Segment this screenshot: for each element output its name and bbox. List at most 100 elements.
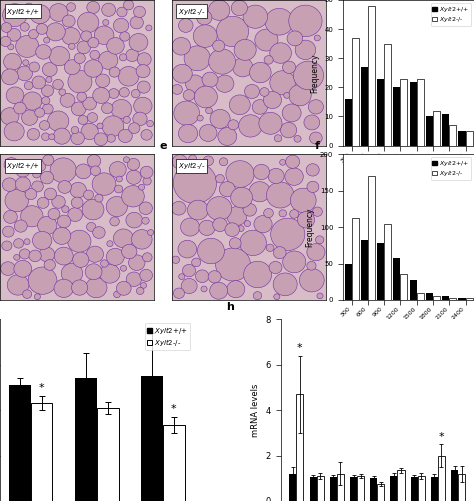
Circle shape — [198, 238, 224, 264]
Circle shape — [181, 279, 197, 294]
Circle shape — [226, 161, 254, 187]
Circle shape — [7, 29, 21, 41]
Circle shape — [281, 122, 297, 138]
Circle shape — [97, 123, 103, 129]
Circle shape — [99, 51, 118, 69]
Bar — [442, 114, 449, 146]
Bar — [384, 44, 391, 146]
Circle shape — [245, 84, 259, 99]
Circle shape — [286, 155, 300, 168]
Circle shape — [49, 134, 55, 140]
Circle shape — [260, 88, 269, 96]
Circle shape — [300, 269, 324, 292]
Circle shape — [290, 209, 299, 218]
Circle shape — [252, 100, 268, 114]
Bar — [345, 99, 352, 146]
Bar — [368, 176, 375, 300]
Circle shape — [0, 108, 19, 125]
Circle shape — [213, 40, 225, 52]
Circle shape — [61, 264, 82, 284]
Circle shape — [109, 67, 120, 77]
Circle shape — [87, 2, 100, 14]
Circle shape — [172, 155, 187, 169]
Circle shape — [134, 6, 146, 18]
Circle shape — [284, 93, 290, 98]
Bar — [410, 477, 418, 501]
Circle shape — [47, 111, 69, 131]
Circle shape — [28, 30, 38, 39]
Circle shape — [283, 61, 296, 74]
Circle shape — [141, 130, 152, 140]
Bar — [377, 484, 384, 501]
Circle shape — [87, 155, 101, 167]
Bar — [458, 131, 465, 146]
Circle shape — [253, 292, 262, 300]
Circle shape — [41, 85, 54, 97]
Circle shape — [3, 4, 27, 27]
Circle shape — [53, 227, 71, 244]
Circle shape — [208, 271, 221, 283]
Y-axis label: Frequency: Frequency — [305, 207, 314, 247]
Circle shape — [40, 171, 54, 184]
Circle shape — [6, 87, 24, 104]
Bar — [458, 298, 465, 300]
Circle shape — [137, 287, 144, 295]
Circle shape — [307, 181, 319, 192]
Text: $Xylt2$-/-: $Xylt2$-/- — [178, 6, 205, 17]
Circle shape — [24, 82, 33, 90]
Circle shape — [107, 134, 115, 142]
Y-axis label: MAT: MAT — [0, 217, 1, 237]
Circle shape — [128, 255, 145, 271]
Circle shape — [283, 251, 306, 273]
Circle shape — [307, 243, 325, 261]
Circle shape — [123, 0, 134, 10]
Circle shape — [229, 237, 241, 249]
Circle shape — [4, 122, 24, 141]
Y-axis label: Frequency: Frequency — [310, 53, 319, 93]
Circle shape — [295, 40, 316, 60]
Circle shape — [68, 70, 92, 93]
Circle shape — [282, 104, 301, 122]
Circle shape — [78, 115, 88, 125]
Bar — [352, 38, 359, 146]
Circle shape — [291, 188, 316, 212]
Circle shape — [102, 116, 124, 136]
Circle shape — [306, 164, 319, 176]
Bar — [9, 385, 31, 501]
Bar — [449, 298, 456, 300]
Bar — [433, 111, 440, 146]
Circle shape — [2, 241, 12, 250]
Circle shape — [206, 107, 212, 114]
Circle shape — [114, 291, 120, 298]
Circle shape — [126, 272, 142, 287]
Bar — [368, 6, 375, 146]
Circle shape — [202, 72, 218, 87]
Bar — [163, 425, 185, 501]
Bar — [391, 476, 398, 501]
Circle shape — [91, 166, 100, 175]
Circle shape — [58, 180, 72, 193]
Circle shape — [233, 58, 253, 77]
Circle shape — [77, 92, 87, 101]
Circle shape — [146, 25, 152, 31]
Circle shape — [43, 104, 53, 114]
Circle shape — [107, 240, 113, 246]
Circle shape — [1, 69, 18, 85]
Circle shape — [29, 250, 41, 262]
Circle shape — [174, 101, 200, 125]
Circle shape — [62, 28, 80, 45]
Bar — [465, 299, 473, 300]
Text: f: f — [314, 141, 319, 151]
Circle shape — [2, 178, 17, 191]
Circle shape — [43, 155, 54, 165]
Circle shape — [77, 13, 99, 33]
Circle shape — [280, 159, 286, 165]
Circle shape — [106, 196, 128, 216]
Circle shape — [219, 182, 235, 197]
Circle shape — [266, 244, 274, 252]
Circle shape — [126, 212, 143, 228]
Circle shape — [229, 95, 250, 115]
Circle shape — [16, 36, 39, 58]
Circle shape — [93, 88, 109, 103]
Bar — [384, 223, 391, 300]
